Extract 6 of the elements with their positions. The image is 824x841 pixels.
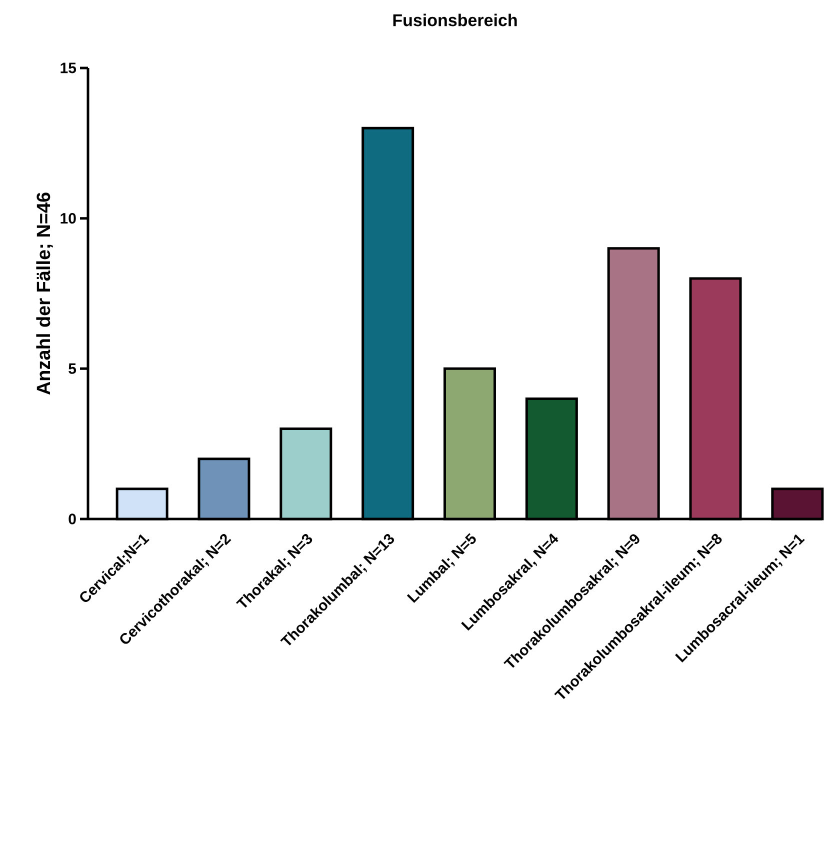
chart-title: Fusionsbereich xyxy=(393,14,517,26)
y-tick-label: 5 xyxy=(68,363,76,374)
y-tick-label: 10 xyxy=(60,213,76,224)
y-tick-label: 0 xyxy=(68,514,76,524)
y-tick-label: 15 xyxy=(60,62,76,74)
y-axis-title: Anzahl der Fälle; N=46 xyxy=(36,192,53,395)
